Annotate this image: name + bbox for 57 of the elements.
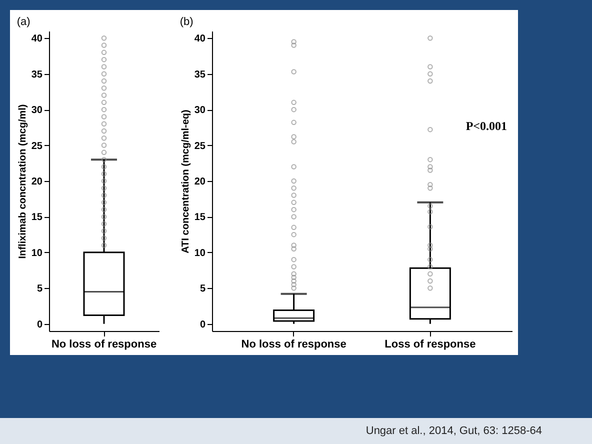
y-axis-title: Infliximab concntration (mcg/ml) bbox=[17, 104, 28, 259]
text: Ungar et al., 2014, Gut, 63: 1258-64 bbox=[0, 418, 592, 444]
point bbox=[101, 36, 107, 41]
point bbox=[101, 50, 107, 56]
y-tick-label: 25 bbox=[31, 140, 43, 152]
point bbox=[101, 92, 107, 98]
point bbox=[101, 100, 107, 106]
point bbox=[101, 42, 107, 48]
point bbox=[101, 236, 107, 241]
y-tick-label: 40 bbox=[194, 34, 206, 45]
point bbox=[101, 156, 107, 162]
point bbox=[101, 186, 107, 191]
point bbox=[101, 56, 107, 62]
y-axis-title: ATI concentration (mcg/ml-eq) bbox=[180, 110, 192, 254]
y-tick-label: 15 bbox=[31, 212, 43, 224]
point bbox=[101, 171, 107, 176]
y-tick-label: 5 bbox=[36, 284, 43, 295]
y-tick-label: 10 bbox=[31, 248, 43, 259]
y-tick-label: 15 bbox=[194, 212, 206, 224]
chart-title: (a) bbox=[16, 16, 30, 28]
point bbox=[101, 214, 107, 220]
point bbox=[101, 221, 107, 226]
point bbox=[101, 150, 107, 156]
y-tick-label: 40 bbox=[31, 34, 43, 45]
point bbox=[101, 64, 107, 70]
point bbox=[101, 164, 107, 170]
point bbox=[101, 86, 107, 91]
point bbox=[101, 142, 107, 148]
x-tick-label: No loss of response bbox=[51, 338, 157, 350]
annotation: P<0.001 bbox=[466, 119, 507, 133]
x-tick-label: Loss of response bbox=[384, 338, 476, 350]
y-tick-label: 35 bbox=[31, 69, 43, 80]
point bbox=[101, 136, 107, 141]
x-tick-label: No loss of response bbox=[241, 338, 346, 350]
point bbox=[101, 78, 107, 84]
chart-title: (b) bbox=[180, 16, 194, 28]
y-tick-label: 0 bbox=[36, 319, 43, 330]
y-tick-label: 10 bbox=[194, 248, 206, 259]
point bbox=[101, 206, 107, 212]
point bbox=[101, 114, 107, 120]
y-tick-label: 30 bbox=[31, 105, 43, 116]
point bbox=[101, 71, 107, 76]
y-tick-label: 5 bbox=[200, 284, 206, 295]
point bbox=[101, 242, 107, 248]
point bbox=[101, 178, 107, 184]
y-tick-label: 20 bbox=[194, 176, 206, 188]
point bbox=[101, 121, 107, 126]
y-tick-label: 0 bbox=[200, 319, 206, 330]
point bbox=[101, 192, 107, 198]
y-tick-label: 30 bbox=[194, 105, 206, 116]
y-tick-label: 25 bbox=[194, 140, 206, 152]
y-tick-label: 20 bbox=[31, 176, 43, 188]
y-tick-label: 35 bbox=[194, 69, 206, 80]
point bbox=[101, 106, 107, 112]
point bbox=[101, 200, 107, 206]
point bbox=[101, 128, 107, 134]
point bbox=[101, 228, 107, 234]
